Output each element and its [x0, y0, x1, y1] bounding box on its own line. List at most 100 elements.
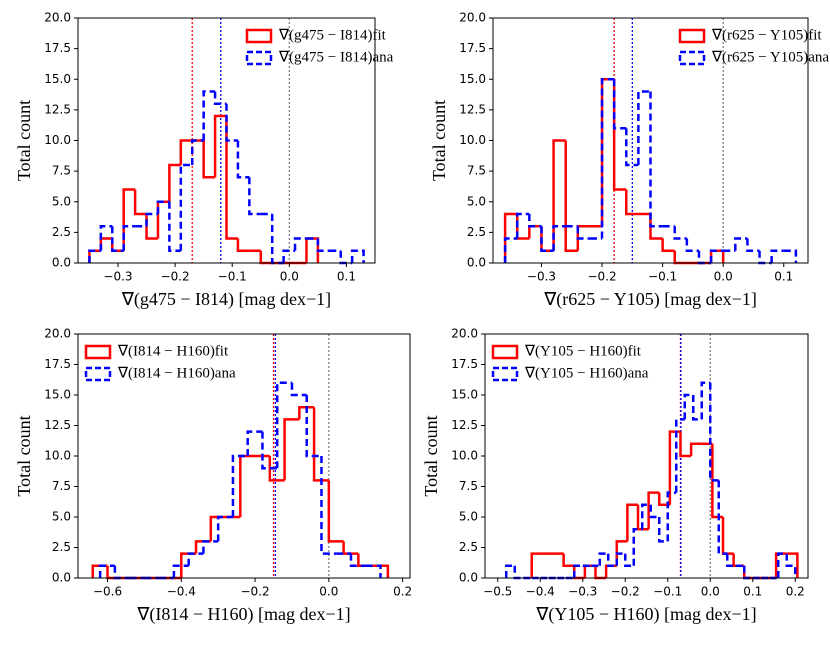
histogram-bin	[505, 564, 515, 578]
histogram-bin	[145, 214, 158, 240]
histogram-bin	[625, 128, 639, 167]
histogram-bin	[231, 454, 248, 517]
histogram-bin	[293, 237, 307, 251]
x-tick-label: −0.3	[568, 585, 597, 599]
y-tick-label: 12.5	[44, 418, 71, 432]
x-axis-label: ∇(g475 − I814) [mag dex−1]	[121, 289, 331, 310]
y-tick-label: 0.0	[459, 571, 478, 585]
x-tick-label: −0.2	[587, 270, 616, 284]
histogram-bin	[709, 249, 724, 263]
histogram-bin	[225, 116, 238, 240]
histogram-bin	[685, 238, 699, 252]
histogram-bin	[316, 238, 330, 252]
histogram-bin	[637, 90, 651, 165]
y-tick-label: 10.0	[451, 449, 478, 463]
histogram-bin	[122, 225, 136, 251]
histogram-bin	[168, 201, 181, 252]
histogram-bin	[88, 249, 101, 263]
legend-swatch	[245, 28, 273, 44]
y-tick-label: 12.5	[44, 102, 71, 116]
y-tick-label: 7.5	[52, 164, 71, 178]
y-tick-label: 20.0	[459, 11, 486, 25]
histogram-bin	[732, 553, 745, 568]
histogram-bin	[709, 382, 719, 482]
x-tick-label: 0.0	[701, 585, 720, 599]
y-tick-label: 17.5	[44, 41, 71, 55]
histogram-bin	[216, 515, 233, 542]
histogram-bin	[540, 226, 554, 252]
histogram-bin	[675, 418, 685, 493]
histogram-bin	[98, 564, 115, 578]
histogram-bin	[528, 214, 542, 228]
y-tick-label: 2.5	[459, 540, 478, 554]
x-tick-label: 0.0	[319, 585, 338, 599]
legend-swatch	[245, 50, 273, 66]
histogram-bin	[298, 405, 315, 420]
histogram-bin	[552, 139, 566, 251]
histogram-bin	[641, 503, 651, 530]
legend-swatch	[84, 366, 112, 382]
histogram-bin	[709, 249, 725, 263]
histogram-bin	[783, 249, 798, 263]
y-tick-label: 15.0	[459, 72, 486, 86]
y-tick-label: 7.5	[52, 479, 71, 493]
histogram-bin	[649, 504, 660, 519]
histogram-bin	[268, 456, 285, 482]
histogram-bin	[666, 491, 677, 542]
histogram-bin	[515, 214, 530, 240]
histogram-bin	[327, 480, 344, 543]
y-tick-label: 15.0	[44, 388, 71, 402]
histogram-bin	[632, 527, 643, 566]
histogram-bin	[615, 540, 628, 566]
panel: −0.5 −0.4 −0.3 −0.2 −0.1 0.0 0.1 0.2 0.0 2.5 5.0 7.…	[421, 327, 809, 625]
histogram-bin	[246, 430, 263, 456]
histogram-bin	[530, 552, 543, 578]
histogram-bin	[187, 552, 204, 566]
histogram-bin	[692, 395, 702, 421]
x-tick-label: −0.2	[611, 585, 640, 599]
histogram-bin	[540, 226, 554, 252]
histogram-bin	[156, 200, 170, 214]
y-tick-label: 15.0	[451, 388, 478, 402]
histogram-bin	[350, 249, 365, 263]
x-tick-label: 0.0	[280, 270, 299, 284]
histogram-bin	[661, 238, 675, 252]
y-tick-label: 5.0	[52, 510, 71, 524]
histogram-bin	[513, 565, 524, 580]
histogram-bin	[594, 565, 607, 580]
histogram-bin	[758, 250, 772, 265]
histogram-bin	[743, 565, 755, 580]
histogram-bin	[734, 237, 748, 251]
panel: −0.3 −0.2 −0.1 0.0 0.1 0.0 2.5 5.0 7.5 10.0 12.5 15…	[429, 11, 829, 311]
histogram-bin	[564, 140, 578, 252]
y-tick-label: 17.5	[459, 41, 486, 55]
histogram-bin	[786, 552, 799, 578]
histogram-bin	[270, 214, 284, 265]
histogram-bin	[282, 249, 296, 263]
legend-label: ∇(g475 − I814)ana	[278, 49, 394, 65]
histogram-bin	[283, 418, 300, 481]
legend-label: ∇(I814 − H160)ana	[117, 365, 236, 381]
y-axis-label: Total count	[429, 100, 449, 181]
histogram-bin	[583, 564, 596, 578]
y-tick-label: 20.0	[451, 327, 478, 341]
y-tick-label: 0.0	[52, 256, 71, 270]
y-tick-label: 2.5	[467, 225, 486, 239]
histogram-bin	[305, 237, 320, 263]
histogram-bin	[365, 564, 382, 578]
x-tick-label: 0.1	[774, 270, 793, 284]
histogram-bin	[113, 565, 130, 580]
x-tick-label: −0.1	[653, 585, 682, 599]
histogram-bin	[213, 114, 227, 178]
x-tick-label: −0.4	[526, 585, 555, 599]
y-tick-label: 0.0	[467, 256, 486, 270]
histogram-bin	[636, 504, 649, 531]
x-tick-label: −0.1	[218, 270, 247, 284]
histogram-bin	[111, 226, 124, 252]
histogram-bin	[626, 503, 638, 542]
histogram-bin	[99, 237, 113, 251]
histogram-bin	[259, 250, 273, 265]
histogram-bin	[99, 225, 113, 251]
x-tick-label: −0.6	[93, 585, 122, 599]
